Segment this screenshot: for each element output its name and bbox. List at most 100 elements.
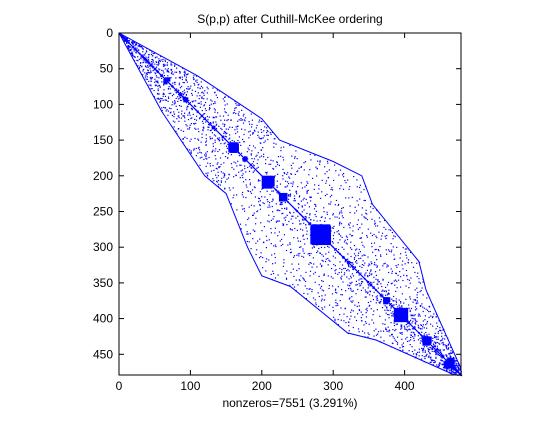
nonzero-point (328, 285, 330, 287)
nonzero-point (393, 254, 395, 256)
nonzero-point (316, 168, 318, 170)
nonzero-point (362, 244, 364, 246)
nonzero-point (346, 316, 348, 318)
nonzero-point (196, 95, 198, 97)
nonzero-point (394, 284, 396, 286)
nonzero-point (344, 239, 346, 241)
nonzero-point (358, 283, 360, 285)
nonzero-point (267, 220, 269, 222)
nonzero-point (297, 186, 299, 188)
nonzero-point (283, 146, 285, 148)
nonzero-point (285, 278, 288, 280)
nonzero-point (352, 268, 354, 270)
nonzero-point (183, 71, 185, 73)
nonzero-point (406, 340, 409, 343)
nonzero-point (194, 90, 197, 92)
nonzero-point (357, 313, 359, 315)
x-tick-label: 300 (323, 379, 343, 393)
nonzero-point (203, 104, 206, 106)
nonzero-point (257, 159, 259, 161)
nonzero-point (337, 318, 339, 321)
nonzero-point (329, 218, 331, 220)
nonzero-point (301, 187, 304, 189)
nonzero-point (161, 98, 163, 100)
nonzero-point (301, 206, 303, 208)
nonzero-point (458, 367, 460, 369)
nonzero-point (172, 120, 174, 122)
nonzero-point (437, 338, 439, 340)
nonzero-point (164, 60, 166, 62)
nonzero-point (207, 172, 209, 174)
nonzero-point (445, 345, 447, 347)
nonzero-point (455, 368, 457, 370)
nonzero-point (291, 185, 294, 187)
nonzero-point (387, 265, 389, 267)
nonzero-point (130, 49, 132, 51)
nonzero-point (257, 179, 260, 181)
nonzero-point (271, 279, 273, 281)
nonzero-point (219, 157, 222, 159)
nonzero-point (224, 96, 226, 98)
nonzero-point (388, 317, 390, 319)
nonzero-point (247, 218, 249, 221)
nonzero-point (195, 147, 197, 150)
nonzero-point (123, 37, 125, 39)
nonzero-point (358, 252, 360, 254)
nonzero-point (179, 76, 181, 78)
nonzero-point (383, 340, 385, 342)
nonzero-point (392, 313, 394, 315)
nonzero-point (339, 267, 341, 270)
nonzero-point (227, 143, 229, 145)
nonzero-point (240, 119, 242, 121)
nonzero-point (267, 201, 269, 203)
nonzero-point (379, 341, 381, 343)
nonzero-point (320, 216, 322, 219)
nonzero-point (165, 78, 167, 80)
nonzero-point (241, 169, 243, 171)
nonzero-point (451, 351, 454, 353)
nonzero-point (168, 107, 171, 109)
nonzero-point (187, 119, 190, 121)
nonzero-point (339, 211, 341, 213)
nonzero-point (240, 164, 242, 166)
nonzero-point (339, 252, 341, 255)
nonzero-point (406, 352, 408, 354)
nonzero-point (252, 214, 254, 216)
nonzero-point (228, 96, 230, 98)
nonzero-point (431, 348, 433, 350)
nonzero-point (359, 285, 361, 287)
nonzero-point (435, 351, 437, 353)
nonzero-point (132, 45, 134, 47)
nonzero-point (363, 324, 365, 326)
nonzero-point (350, 277, 352, 279)
nonzero-point (399, 332, 401, 334)
nonzero-point (145, 50, 147, 52)
nonzero-point (414, 271, 416, 274)
nonzero-point (437, 332, 439, 334)
nonzero-point (313, 273, 315, 275)
nonzero-point (205, 165, 207, 167)
nonzero-point (334, 249, 336, 251)
nonzero-point (352, 300, 354, 302)
nonzero-point (439, 362, 441, 364)
nonzero-point (424, 319, 426, 321)
nonzero-point (185, 79, 187, 82)
nonzero-point (276, 185, 278, 187)
nonzero-point (179, 97, 181, 99)
nonzero-point (357, 228, 359, 230)
nonzero-point (178, 92, 180, 94)
nonzero-point (444, 335, 446, 337)
nonzero-point (217, 162, 219, 164)
nonzero-point (365, 185, 367, 187)
nonzero-point (416, 296, 418, 299)
nonzero-point (259, 191, 261, 193)
y-tick-label: 450 (93, 347, 113, 361)
nonzero-point (284, 202, 286, 204)
nonzero-point (368, 281, 370, 283)
nonzero-point (212, 121, 214, 123)
nonzero-point (265, 163, 267, 165)
nonzero-point (197, 92, 199, 94)
nonzero-point (155, 73, 157, 75)
nonzero-point (203, 113, 205, 115)
nonzero-point (146, 72, 148, 74)
